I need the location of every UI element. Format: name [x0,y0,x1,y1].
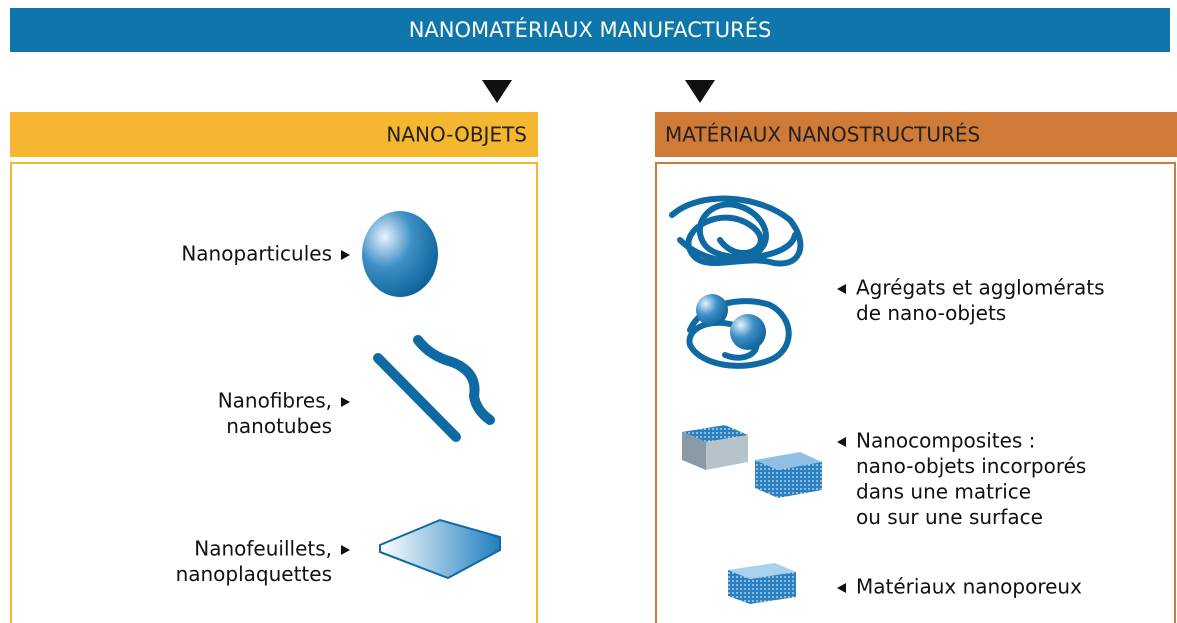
item-label: nanotubes [226,414,332,438]
panel-border [656,163,1175,623]
nanosheet-icon [380,520,500,578]
pointer [837,583,846,593]
item-label: Nanofeuillets, [194,537,332,561]
header-title: NANOMATÉRIAUX MANUFACTURÉS [409,17,772,42]
diagram: NANOMATÉRIAUX MANUFACTURÉS NANO-OBJETS M… [0,0,1177,623]
item-label: dans une matrice [856,480,1031,504]
arrow [685,80,715,103]
item-label: de nano-objets [856,301,1006,325]
nanofiber-icon [378,340,490,437]
nanoparticle-icon [362,211,438,297]
item-label: Nanocomposites : [856,429,1035,453]
item-label: nano-objets incorporés [856,454,1086,478]
aggregate-sphere [730,314,766,350]
nanocomposite-icon [682,425,822,498]
pointer [341,397,350,407]
labels: Nanoparticules Nanofibres,nanotubes Nanofe… [176,242,1105,599]
pointer [341,545,350,555]
item-label: Matériaux nanoporeux [856,575,1082,599]
panel-title: NANO-OBJETS [386,123,527,147]
item-label: nanoplaquettes [176,562,332,586]
pointer [837,284,846,294]
pointer [341,250,350,260]
aggregate-sphere [696,294,728,326]
item-label: Nanoparticules [181,242,332,266]
nanoporous-icon [728,563,796,604]
item-label: ou sur une surface [856,505,1043,529]
item-label: Agrégats et agglomérats [856,276,1105,300]
item-label: Nanofibres, [218,389,332,413]
arrow [482,80,512,103]
pointer [837,437,846,447]
panel-title: MATÉRIAUX NANOSTRUCTURÉS [665,123,980,147]
